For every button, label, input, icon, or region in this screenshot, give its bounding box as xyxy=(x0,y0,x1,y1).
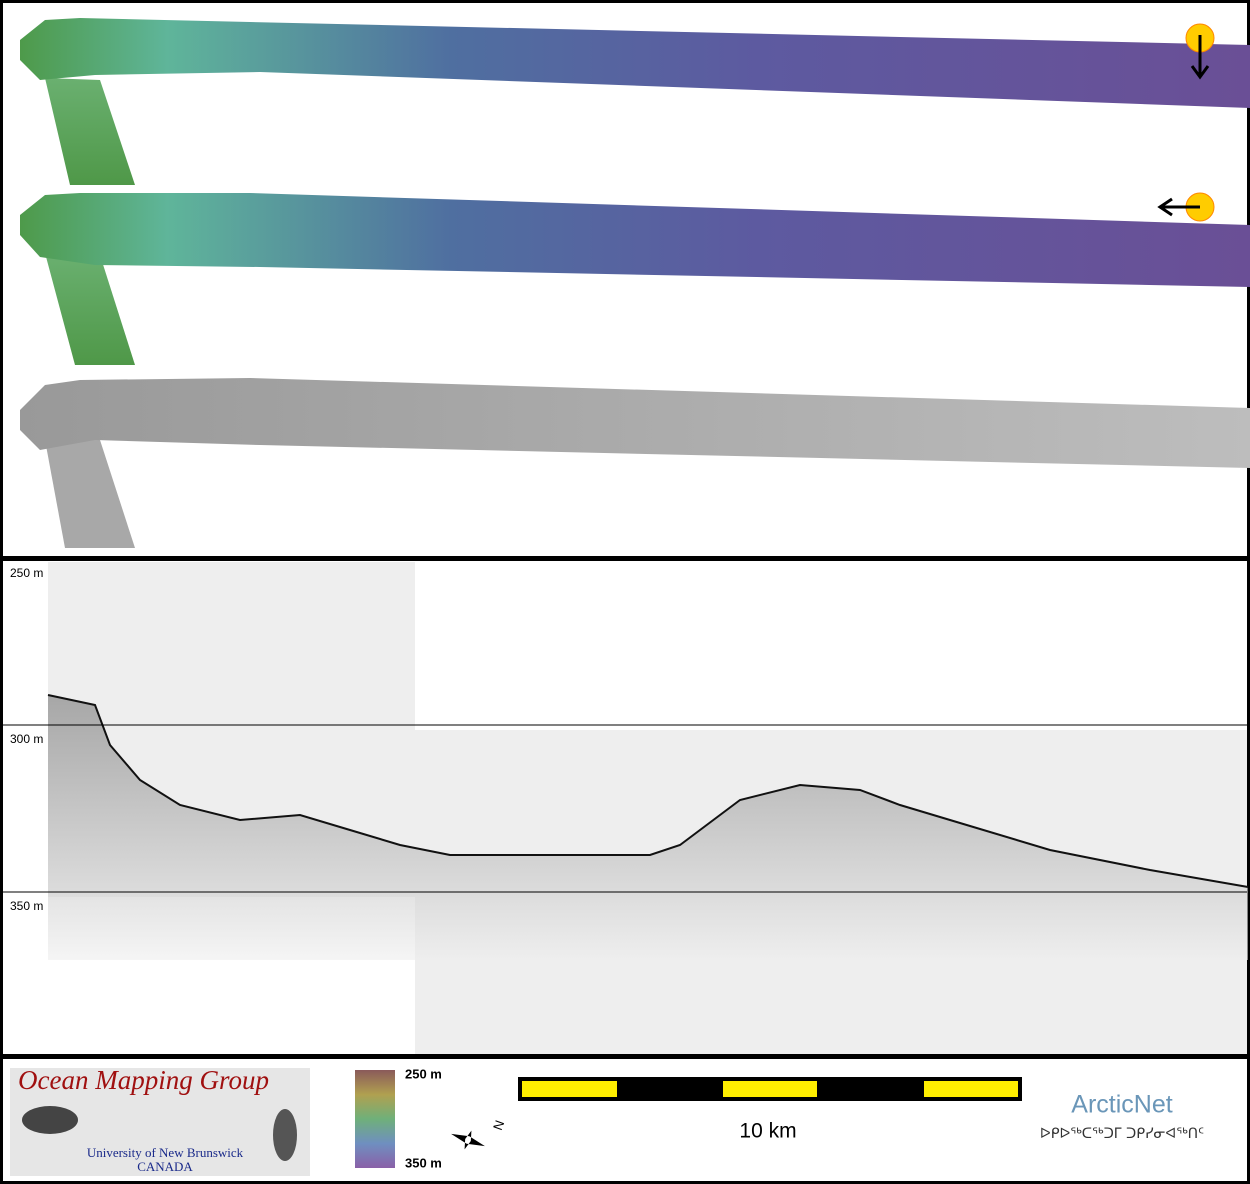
scale-bar xyxy=(518,1077,1022,1101)
strip-1 xyxy=(20,18,1250,185)
colorbar xyxy=(355,1070,395,1168)
omg-logo xyxy=(10,1068,310,1176)
country: CANADA xyxy=(137,1159,193,1174)
echogram xyxy=(3,562,1249,1054)
university: University of New Brunswick xyxy=(87,1145,244,1160)
strip-2 xyxy=(20,192,1250,365)
organization: Ocean Mapping Group xyxy=(18,1065,269,1095)
north-arrow xyxy=(451,1130,485,1150)
depth-label: 350 m xyxy=(10,899,43,913)
scale-label: 10 km xyxy=(739,1120,796,1143)
depth-label: 300 m xyxy=(10,732,43,746)
partner-syllabics: ᐅᑭᐅᖅᑕᖅᑐᒥ ᑐᑭᓯᓂᐊᖅᑎᑦ xyxy=(1040,1126,1204,1142)
colorbar-label: 250 m xyxy=(405,1066,442,1081)
depth-label: 250 m xyxy=(10,566,43,580)
colorbar-label: 350 m xyxy=(405,1155,442,1170)
strip-3 xyxy=(20,378,1250,548)
partner: ArcticNet xyxy=(1071,1091,1172,1119)
